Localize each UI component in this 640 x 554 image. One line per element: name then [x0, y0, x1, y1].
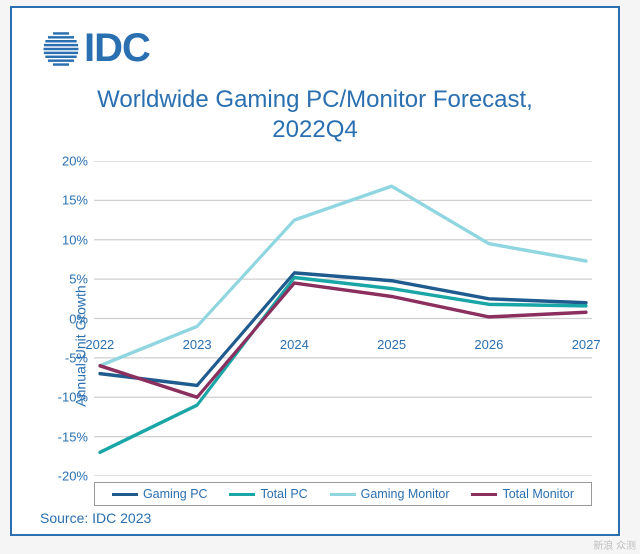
legend-swatch: [229, 493, 255, 496]
line-plot: [94, 161, 592, 476]
watermark: 新浪 众测: [593, 537, 636, 552]
logo-text: IDC: [84, 26, 150, 71]
chart-area: Annual Unit Growth -20%-15%-10%-5%0%5%10…: [24, 157, 596, 534]
y-tick-label: 5%: [69, 272, 88, 287]
legend-label: Total PC: [260, 487, 307, 501]
y-tick-label: 10%: [62, 232, 88, 247]
idc-globe-icon: [40, 28, 82, 70]
legend-item: Total PC: [229, 487, 307, 501]
chart-card: IDC Worldwide Gaming PC/Monitor Forecast…: [10, 6, 620, 536]
x-tick-label: 2025: [377, 337, 406, 352]
legend-swatch: [330, 493, 356, 496]
y-tick-label: -20%: [58, 469, 88, 484]
legend: Gaming PC Total PC Gaming Monitor Total Mon…: [94, 482, 592, 506]
source-label: Source: IDC 2023: [40, 510, 151, 526]
x-tick-label: 2024: [280, 337, 309, 352]
x-tick-label: 2027: [572, 337, 601, 352]
plot-region: -20%-15%-10%-5%0%5%10%15%20%202220232024…: [94, 161, 592, 476]
y-tick-label: 15%: [62, 193, 88, 208]
chart-title: Worldwide Gaming PC/Monitor Forecast, 20…: [12, 77, 618, 157]
legend-item: Gaming Monitor: [330, 487, 450, 501]
y-tick-label: -5%: [65, 350, 88, 365]
y-tick-label: -10%: [58, 390, 88, 405]
y-tick-label: 20%: [62, 154, 88, 169]
x-tick-label: 2023: [183, 337, 212, 352]
legend-item: Total Monitor: [471, 487, 574, 501]
legend-label: Gaming Monitor: [361, 487, 450, 501]
idc-logo: IDC: [12, 8, 618, 77]
legend-label: Gaming PC: [143, 487, 208, 501]
legend-item: Gaming PC: [112, 487, 208, 501]
x-tick-label: 2026: [474, 337, 503, 352]
legend-swatch: [471, 493, 497, 496]
legend-swatch: [112, 493, 138, 496]
x-tick-label: 2022: [85, 337, 114, 352]
y-tick-label: -15%: [58, 429, 88, 444]
y-tick-label: 0%: [69, 311, 88, 326]
legend-label: Total Monitor: [502, 487, 574, 501]
